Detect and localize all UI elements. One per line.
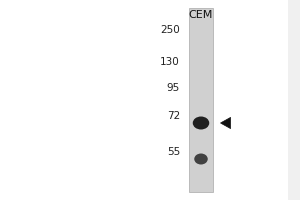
Text: 55: 55 <box>167 147 180 157</box>
Polygon shape <box>220 117 231 129</box>
Ellipse shape <box>194 154 208 164</box>
Text: 250: 250 <box>160 25 180 35</box>
Bar <box>189 8 213 192</box>
Text: CEM: CEM <box>189 10 213 20</box>
Ellipse shape <box>193 116 209 130</box>
Text: 130: 130 <box>160 57 180 67</box>
Text: 95: 95 <box>167 83 180 93</box>
Text: 72: 72 <box>167 111 180 121</box>
